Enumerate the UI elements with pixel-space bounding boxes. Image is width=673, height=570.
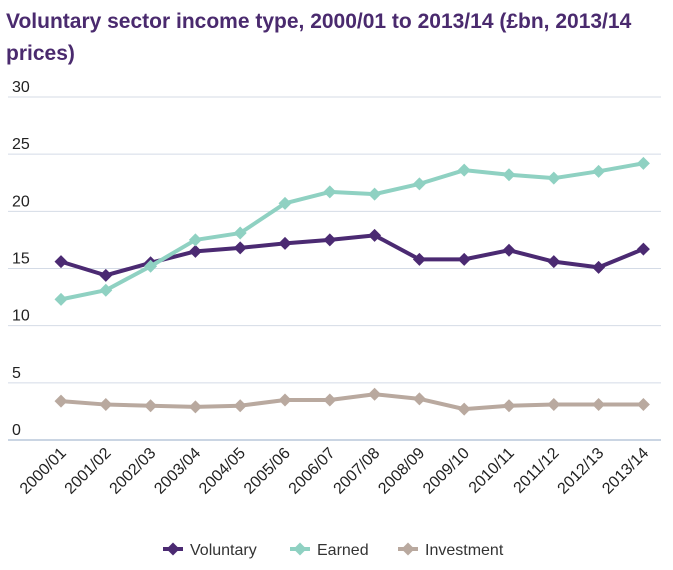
- y-tick-label: 30: [12, 79, 30, 96]
- data-point: [636, 156, 650, 170]
- data-point: [368, 387, 382, 401]
- x-tick-label: 2009/10: [420, 445, 473, 498]
- data-point: [592, 164, 606, 178]
- data-point: [278, 393, 292, 407]
- data-point: [54, 394, 68, 408]
- data-point: [188, 244, 202, 258]
- x-tick-label: 2010/11: [466, 445, 518, 497]
- data-point: [457, 402, 471, 416]
- data-point: [592, 260, 606, 274]
- data-point: [502, 168, 516, 182]
- legend-marker: [166, 542, 180, 556]
- legend-item-earned: Earned: [290, 542, 369, 559]
- data-point: [368, 228, 382, 242]
- x-tick-label: 2011/12: [511, 445, 563, 497]
- y-tick-label: 20: [12, 193, 30, 210]
- data-point: [233, 241, 247, 255]
- x-tick-label: 2004/05: [196, 445, 249, 498]
- data-point: [412, 392, 426, 406]
- data-point: [636, 398, 650, 412]
- legend-label: Voluntary: [190, 542, 257, 559]
- legend-item-investment: Investment: [398, 542, 504, 559]
- legend-item-voluntary: Voluntary: [163, 542, 257, 559]
- x-tick-label: 2000/01: [17, 445, 70, 498]
- gridlines: [8, 96, 661, 441]
- data-point: [457, 252, 471, 266]
- data-point: [323, 185, 337, 199]
- data-point: [99, 283, 113, 297]
- data-point: [188, 233, 202, 247]
- series-voluntary: [54, 228, 650, 282]
- y-tick-label: 25: [12, 136, 30, 153]
- data-point: [547, 398, 561, 412]
- chart-title: Voluntary sector income type, 2000/01 to…: [6, 10, 632, 65]
- y-axis-ticks: 0 5 10 15 20 25 30: [12, 79, 30, 439]
- x-axis-ticks: 2000/012001/022002/032003/042004/052005/…: [17, 445, 652, 498]
- data-point: [99, 398, 113, 412]
- y-tick-label: 0: [12, 422, 21, 439]
- data-point: [278, 236, 292, 250]
- series-layer: [54, 156, 650, 416]
- data-point: [54, 255, 68, 269]
- legend-marker: [293, 542, 307, 556]
- legend-label: Earned: [317, 542, 369, 559]
- data-point: [323, 233, 337, 247]
- data-point: [54, 292, 68, 306]
- data-point: [636, 242, 650, 256]
- data-point: [233, 399, 247, 413]
- series-investment: [54, 387, 650, 416]
- data-point: [144, 259, 158, 273]
- series-line: [60, 161, 644, 302]
- x-tick-label: 2006/07: [286, 445, 339, 498]
- data-point: [188, 400, 202, 414]
- legend-marker: [401, 542, 415, 556]
- y-tick-label: 15: [12, 251, 30, 268]
- data-point: [144, 399, 158, 413]
- x-tick-label: 2007/08: [331, 445, 384, 498]
- data-point: [592, 398, 606, 412]
- data-point: [412, 177, 426, 191]
- series-line: [60, 392, 644, 412]
- x-tick-label: 2012/13: [555, 445, 608, 498]
- data-point: [99, 268, 113, 282]
- data-point: [502, 399, 516, 413]
- x-tick-label: 2003/04: [151, 445, 204, 498]
- x-tick-label: 2008/09: [375, 445, 428, 498]
- data-point: [457, 163, 471, 177]
- data-point: [368, 187, 382, 201]
- data-point: [547, 171, 561, 185]
- data-point: [502, 243, 516, 257]
- data-point: [323, 393, 337, 407]
- x-tick-label: 2001/02: [62, 445, 115, 498]
- x-tick-label: 2002/03: [107, 445, 160, 498]
- y-tick-label: 10: [12, 308, 30, 325]
- data-point: [547, 255, 561, 269]
- x-tick-label: 2013/14: [599, 445, 652, 498]
- data-point: [412, 252, 426, 266]
- series-earned: [54, 156, 650, 306]
- y-tick-label: 5: [12, 365, 21, 382]
- legend: Voluntary Earned Investment: [163, 542, 504, 559]
- x-tick-label: 2005/06: [241, 445, 294, 498]
- data-point: [233, 226, 247, 240]
- data-point: [278, 196, 292, 210]
- legend-label: Investment: [425, 542, 504, 559]
